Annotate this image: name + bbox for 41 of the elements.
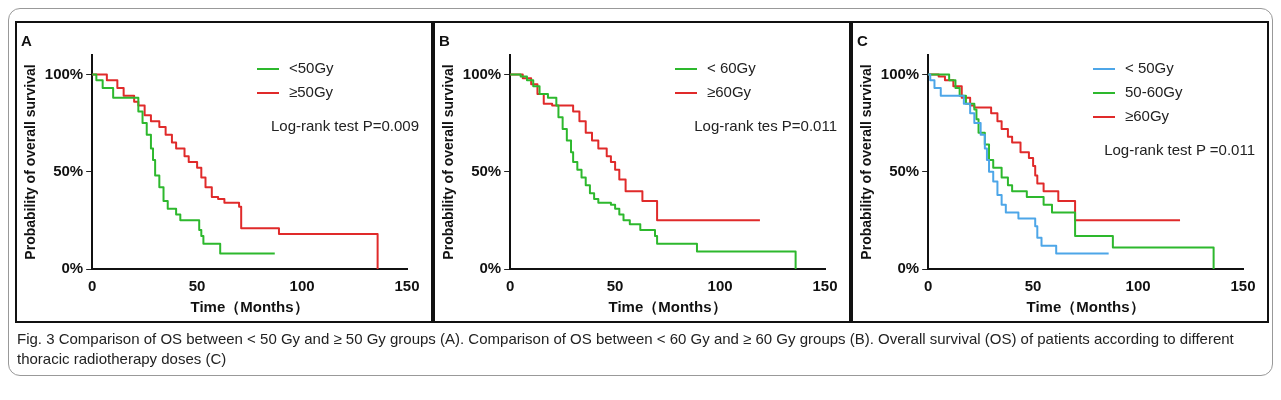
y-tick-label: 100%: [462, 64, 502, 82]
x-tick-label: 100: [707, 277, 733, 295]
y-tick-label: 50%: [53, 161, 84, 179]
x-tick-label: 100: [289, 277, 315, 295]
annotation: Log-rank test P=0.009: [270, 117, 419, 134]
x-axis-title: Time（Months）: [1026, 298, 1145, 316]
legend-label: < 60Gy: [707, 59, 757, 77]
chart-title: B: [439, 32, 450, 50]
x-tick-label: 50: [1024, 277, 1042, 295]
y-axis-title: Probability of overall survival: [858, 64, 875, 260]
chart-title: A: [21, 32, 32, 50]
legend-label: < 50Gy: [1125, 59, 1175, 77]
y-tick-label: 100%: [44, 64, 84, 82]
x-tick-label: 150: [394, 277, 420, 295]
x-tick-label: 100: [1125, 277, 1151, 295]
legend-label: 50-60Gy: [1125, 83, 1184, 101]
annotation: Log-rank tes P=0.011: [694, 117, 837, 134]
caption: Fig. 3 Comparison of OS between < 50 Gy and ≥ 50 Gy groups (A). Comparison of OS between < 60 Gy and ≥ 60 Gy groups (B). Overall survival (OS) of patients according to different thoracic radiotherapy doses (C): [16, 329, 1235, 369]
x-tick-label: 0: [923, 277, 933, 295]
x-axis-title: Time（Months）: [190, 298, 309, 316]
chart-title: C: [857, 32, 868, 50]
x-tick-label: 0: [87, 277, 97, 295]
y-tick-label: 50%: [889, 161, 920, 179]
y-tick-label: 0%: [61, 259, 84, 277]
x-tick-label: 150: [812, 277, 838, 295]
x-tick-label: 50: [188, 277, 206, 295]
y-tick-label: 100%: [880, 64, 920, 82]
x-tick-label: 50: [606, 277, 624, 295]
legend-label: ≥50Gy: [289, 83, 334, 101]
y-tick-label: 50%: [471, 161, 502, 179]
y-tick-label: 0%: [479, 259, 502, 277]
x-axis-title: Time（Months）: [608, 298, 727, 316]
x-tick-label: 150: [1230, 277, 1256, 295]
y-tick-label: 0%: [897, 259, 920, 277]
x-tick-label: 0: [505, 277, 515, 295]
legend-label: ≥60Gy: [1125, 107, 1170, 125]
legend-label: <50Gy: [289, 59, 335, 77]
y-axis-title: Probability of overall survival: [22, 64, 39, 260]
y-axis-title: Probability of overall survival: [440, 64, 457, 260]
legend-label: ≥60Gy: [707, 83, 752, 101]
annotation: Log-rank test P =0.011: [1104, 141, 1255, 158]
